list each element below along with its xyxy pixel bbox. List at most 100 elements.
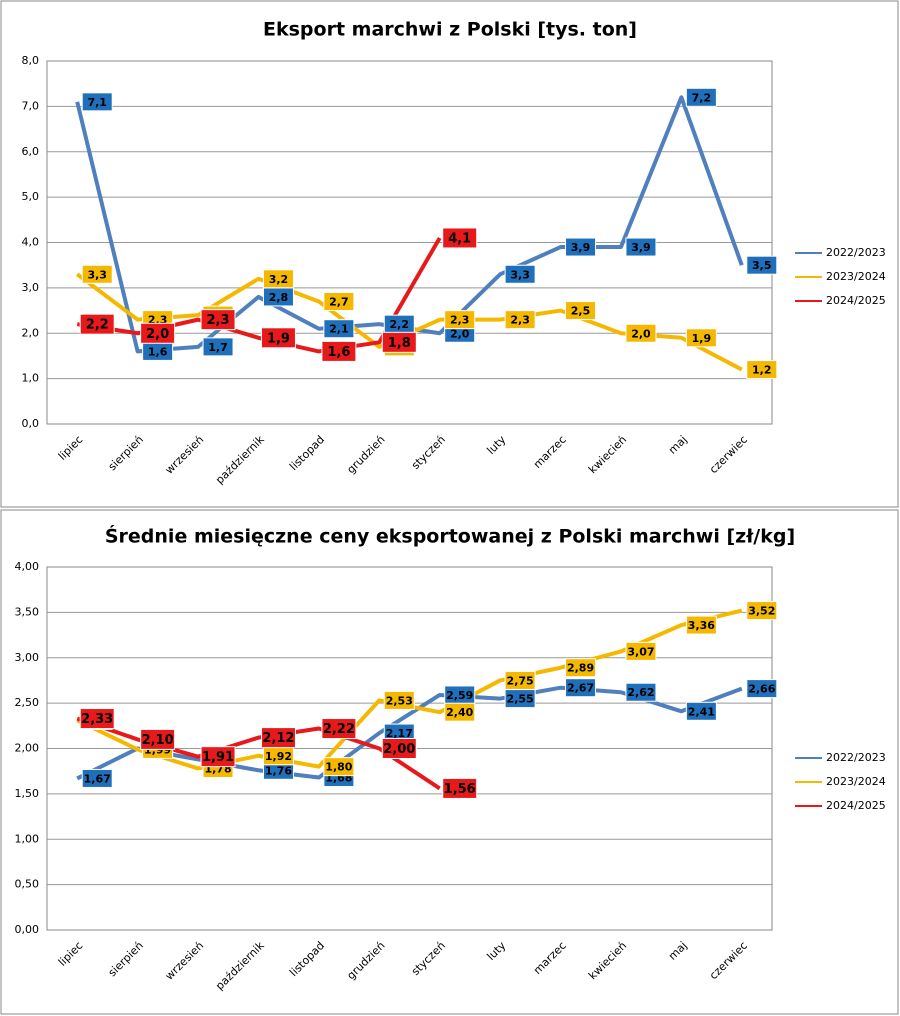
data-label: 3,5: [752, 259, 772, 272]
data-label: 2,0: [631, 327, 651, 340]
y-tick-label: 4,0: [22, 236, 40, 249]
data-label: 3,3: [87, 268, 107, 281]
label-box: [442, 777, 478, 799]
label-box: [685, 615, 717, 635]
label-box: [81, 264, 113, 284]
data-label: 1,2: [752, 364, 772, 377]
label-box: [685, 701, 717, 721]
data-label: 2,3: [450, 314, 470, 327]
panel: [0, 509, 899, 1015]
data-label: 2,3: [510, 314, 530, 327]
label-box: [685, 328, 717, 348]
data-label: 2,33: [81, 712, 113, 727]
label-box: [321, 718, 357, 740]
label-box: [202, 337, 234, 357]
label-box: [625, 323, 657, 343]
legend-label: 2022/2023: [826, 246, 886, 259]
series-line: [76, 716, 441, 791]
data-label: 2,7: [329, 295, 349, 308]
y-tick-label: 6,0: [22, 145, 40, 158]
label-box: [81, 768, 113, 788]
label-box: [383, 690, 415, 710]
data-label: 2,8: [269, 291, 289, 304]
chart-title: Średnie miesięczne ceny eksportowanej z …: [105, 524, 795, 548]
label-box: [140, 728, 176, 750]
label-box: [746, 360, 778, 380]
y-tick-label: 2,0: [22, 326, 40, 339]
data-label: 1,80: [325, 761, 352, 774]
y-tick-label: 7,0: [22, 99, 40, 112]
label-box: [444, 310, 476, 330]
panel: [0, 0, 899, 508]
label-box: [444, 702, 476, 722]
label-box: [746, 601, 778, 621]
data-label: 3,52: [748, 605, 775, 618]
series-line: [76, 236, 442, 354]
data-label: 1,7: [208, 341, 228, 354]
label-box: [260, 327, 296, 349]
y-tick-label: 1,00: [15, 832, 40, 845]
label-box: [565, 678, 597, 698]
y-tick-label: 8,0: [22, 54, 40, 67]
y-tick-label: 3,50: [15, 605, 40, 618]
data-label: 2,53: [386, 694, 413, 707]
data-label: 2,22: [323, 722, 355, 737]
label-box: [79, 708, 115, 730]
data-label: 2,62: [627, 686, 654, 699]
data-label: 7,2: [692, 91, 712, 104]
data-label: 1,91: [202, 750, 234, 765]
label-box: [262, 269, 294, 289]
data-label: 3,07: [627, 645, 654, 658]
data-label: 1,76: [265, 764, 292, 777]
data-label: 2,1: [329, 323, 349, 336]
data-label: 2,89: [567, 662, 594, 675]
data-label: 4,1: [448, 231, 471, 246]
label-box: [260, 727, 296, 749]
y-tick-label: 0,50: [15, 878, 40, 891]
data-label: 2,12: [262, 731, 294, 746]
label-box: [323, 319, 355, 339]
y-tick-label: 4,00: [15, 560, 40, 573]
legend-label: 2022/2023: [826, 751, 886, 764]
label-box: [442, 227, 478, 249]
label-box: [321, 340, 357, 362]
data-label: 2,2: [86, 318, 109, 333]
data-label: 7,1: [87, 96, 107, 109]
data-label: 1,56: [444, 782, 476, 797]
data-label: 2,0: [146, 327, 169, 342]
data-label: 2,40: [446, 706, 473, 719]
data-label: 2,55: [507, 693, 534, 706]
data-label: 2,41: [688, 705, 715, 718]
y-tick-label: 2,50: [15, 696, 40, 709]
y-tick-label: 3,0: [22, 281, 40, 294]
legend-label: 2024/2025: [826, 799, 886, 812]
plot-area: [46, 60, 773, 425]
data-label: 2,5: [571, 305, 591, 318]
label-box: [565, 658, 597, 678]
label-box: [323, 291, 355, 311]
data-label: 2,75: [507, 674, 534, 687]
data-label: 2,66: [748, 683, 775, 696]
y-tick-label: 0,00: [15, 923, 40, 936]
data-label: 1,8: [388, 336, 411, 351]
label-box: [685, 87, 717, 107]
label-box: [504, 264, 536, 284]
label-box: [565, 301, 597, 321]
data-label: 1,67: [84, 772, 111, 785]
label-box: [504, 670, 536, 690]
label-box: [746, 255, 778, 275]
data-label: 2,17: [386, 727, 413, 740]
data-label: 2,3: [207, 313, 230, 328]
data-label: 2,10: [142, 733, 174, 748]
y-tick-label: 5,0: [22, 190, 40, 203]
data-label: 1,92: [265, 750, 292, 763]
data-label: 1,9: [692, 332, 712, 345]
data-label: 1,9: [267, 331, 290, 346]
data-label: 2,59: [446, 689, 473, 702]
label-box: [746, 679, 778, 699]
y-tick-label: 3,00: [15, 651, 40, 664]
label-box: [381, 331, 417, 353]
y-tick-label: 2,00: [15, 742, 40, 755]
